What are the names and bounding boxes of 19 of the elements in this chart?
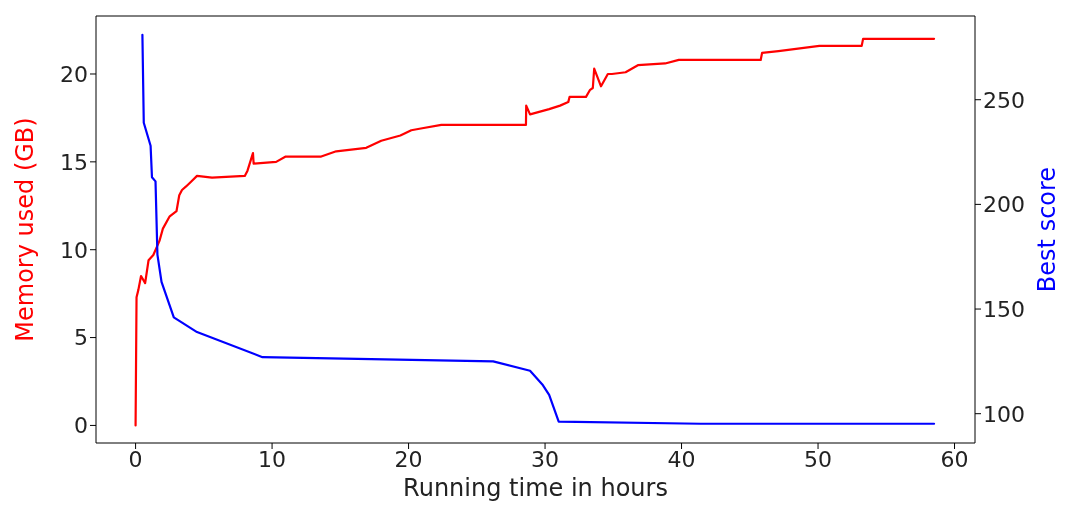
x-tick-label: 50 — [804, 446, 833, 472]
x-tick-label: 40 — [667, 446, 696, 472]
y-tick-label: 5 — [74, 325, 88, 351]
x-tick-label: 30 — [531, 446, 560, 472]
x-tick-label: 0 — [128, 446, 143, 472]
y-tick-label: 0 — [74, 413, 88, 439]
y2-tick-label: 150 — [983, 296, 1025, 322]
x-tick-label: 60 — [940, 446, 969, 472]
y-tick-label: 10 — [60, 237, 88, 263]
y-axis-title: Memory used (GB) — [10, 117, 39, 342]
y2-axis-title: Best score — [1032, 166, 1061, 293]
x-axis-title: Running time in hours — [403, 474, 668, 502]
y2-tick-label: 250 — [983, 87, 1025, 113]
x-tick-label: 20 — [394, 446, 423, 472]
y-tick-label: 15 — [60, 149, 88, 175]
x-tick-label: 10 — [258, 446, 287, 472]
y-tick-label: 20 — [60, 61, 88, 87]
y2-tick-label: 200 — [983, 192, 1025, 218]
y2-tick-label: 100 — [983, 401, 1025, 427]
